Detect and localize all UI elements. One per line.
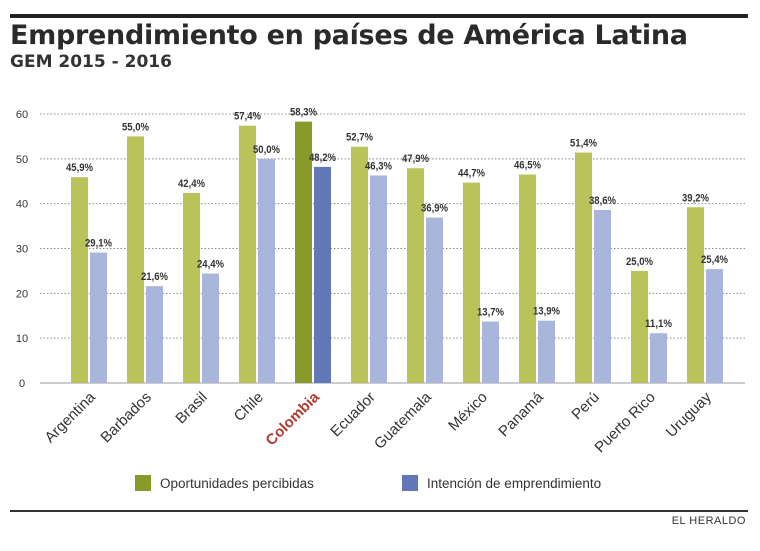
bottom-rule — [10, 510, 748, 512]
data-label: 47,9% — [402, 153, 429, 165]
data-label: 25,0% — [626, 256, 653, 268]
bar-oportunidades — [407, 168, 424, 383]
data-label: 50,0% — [253, 144, 280, 156]
bar-intencion — [370, 175, 387, 383]
x-tick-label: Perú — [568, 389, 602, 423]
bar-chart: 0 10 20 30 40 50 60 45,9% 29,1% Argentina 55,0% 21,… — [16, 107, 745, 491]
data-label: 45,9% — [66, 162, 93, 174]
bar-oportunidades — [687, 207, 704, 383]
data-label: 46,3% — [365, 160, 392, 172]
y-tick-label: 30 — [16, 244, 28, 256]
data-label: 29,1% — [85, 238, 112, 250]
data-label: 38,6% — [589, 195, 616, 207]
bar-oportunidades — [575, 152, 592, 383]
x-tick-label: México — [445, 389, 491, 435]
data-label: 25,4% — [701, 254, 728, 266]
legend-swatch — [402, 475, 418, 491]
data-label: 51,4% — [570, 138, 597, 150]
bar-intencion — [594, 209, 611, 383]
data-label: 52,7% — [346, 132, 373, 144]
y-tick-label: 20 — [16, 288, 28, 300]
bar-intencion — [314, 166, 331, 383]
bar-oportunidades — [631, 270, 648, 383]
data-label: 13,9% — [533, 306, 560, 318]
x-tick-label: Ecuador — [327, 389, 379, 441]
x-tick-label: Panamá — [495, 388, 547, 440]
x-tick-label: Chile — [231, 389, 267, 425]
bar-intencion — [482, 321, 499, 383]
bar-intencion — [258, 158, 275, 383]
x-tick-label: Colombia — [262, 388, 323, 449]
data-label: 42,4% — [178, 178, 205, 190]
bar-oportunidades — [183, 192, 200, 383]
bar-intencion — [202, 273, 219, 383]
legend-label: Intención de emprendimiento — [427, 476, 601, 491]
data-label: 13,7% — [477, 307, 504, 319]
bar-oportunidades — [463, 182, 480, 383]
legend-label: Oportunidades percibidas — [160, 476, 314, 491]
chart-subtitle: GEM 2015 - 2016 — [10, 52, 172, 72]
data-label: 24,4% — [197, 259, 224, 271]
data-label: 44,7% — [458, 168, 485, 180]
bar-oportunidades — [295, 121, 312, 383]
bar-intencion — [650, 333, 667, 383]
data-label: 58,3% — [290, 107, 317, 119]
bar-oportunidades — [71, 177, 88, 383]
x-tick-label: Puerto Rico — [591, 389, 658, 456]
bar-intencion — [146, 286, 163, 383]
bar-intencion — [706, 269, 723, 383]
data-label: 11,1% — [645, 318, 672, 330]
chart-title: Emprendimiento en países de América Lati… — [10, 20, 688, 51]
data-label: 39,2% — [682, 192, 709, 204]
bar-oportunidades — [351, 146, 368, 383]
bar-oportunidades — [127, 136, 144, 383]
source-credit: EL HERALDO — [671, 515, 746, 527]
bar-intencion — [426, 217, 443, 383]
x-tick-label: Argentina — [41, 388, 99, 446]
data-label: 57,4% — [234, 111, 261, 123]
x-tick-label: Barbados — [97, 389, 154, 446]
y-tick-label: 0 — [19, 378, 25, 390]
data-label: 48,2% — [309, 152, 336, 164]
bar-intencion — [538, 320, 555, 383]
data-label: 55,0% — [122, 121, 149, 133]
data-label: 36,9% — [421, 203, 448, 215]
bar-oportunidades — [239, 125, 256, 383]
data-label: 46,5% — [514, 160, 541, 172]
x-tick-label: Uruguay — [663, 388, 715, 440]
x-tick-label: Guatemala — [371, 388, 435, 452]
y-tick-label: 10 — [16, 333, 28, 345]
y-tick-label: 60 — [16, 109, 28, 121]
x-tick-label: Brasil — [172, 389, 211, 428]
data-label: 21,6% — [141, 271, 168, 283]
legend-swatch — [135, 475, 151, 491]
y-tick-label: 40 — [16, 199, 28, 211]
bar-intencion — [90, 252, 107, 383]
y-tick-label: 50 — [16, 154, 28, 166]
bar-oportunidades — [519, 174, 536, 383]
top-rule — [10, 14, 748, 18]
